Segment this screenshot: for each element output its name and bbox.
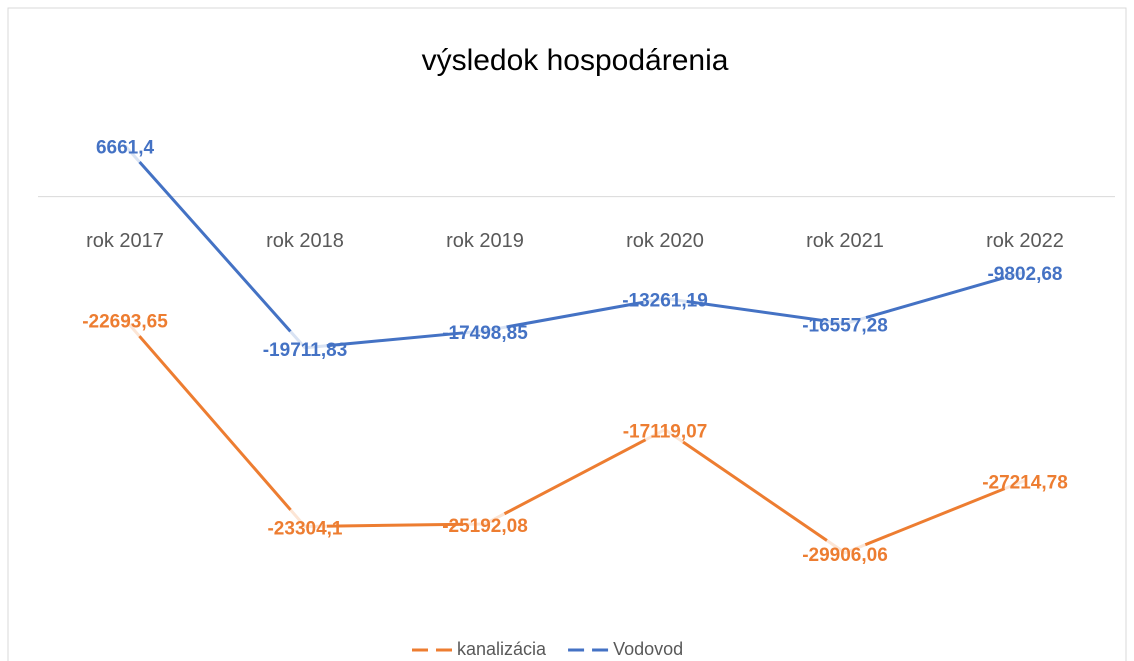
data-label: -27214,78 <box>982 472 1068 493</box>
data-label: -9802,68 <box>987 264 1062 285</box>
label-backdrop <box>463 501 507 546</box>
label-backdrop <box>103 123 147 168</box>
chart-frame <box>7 7 1127 661</box>
data-label: -29906,06 <box>802 545 888 566</box>
label-backdrop <box>463 308 507 353</box>
line-series <box>123 144 1026 350</box>
x-tick-label: rok 2019 <box>446 230 524 252</box>
chart-title: výsledok hospodárenia <box>422 44 729 77</box>
label-backdrop <box>1003 249 1047 294</box>
data-label: -17119,07 <box>623 422 708 443</box>
label-backdrop <box>643 276 687 321</box>
data-label: -13261,19 <box>622 290 708 311</box>
label-backdrop <box>283 504 327 549</box>
legend-label: Vodovod <box>613 639 683 659</box>
label-backdrop <box>643 407 687 452</box>
data-label: -17498,85 <box>442 323 528 344</box>
label-backdrop <box>823 530 867 575</box>
label-backdrop <box>823 301 867 346</box>
x-tick-label: rok 2020 <box>626 230 704 252</box>
line-series <box>123 318 1026 555</box>
label-backdrop <box>1003 458 1047 503</box>
label-backdrop <box>283 325 327 370</box>
data-label: -23304,1 <box>267 518 342 539</box>
data-label: 6661,4 <box>96 138 155 159</box>
data-label: -19711,83 <box>263 340 348 361</box>
legend-label: kanalizácia <box>457 639 547 659</box>
x-tick-label: rok 2022 <box>986 230 1064 252</box>
x-tick-label: rok 2021 <box>806 230 884 252</box>
label-backdrop <box>103 297 147 342</box>
data-label: -25192,08 <box>442 516 528 537</box>
x-tick-label: rok 2018 <box>266 230 344 252</box>
x-tick-label: rok 2017 <box>86 230 164 252</box>
data-label: -22693,65 <box>82 312 168 333</box>
data-label: -16557,28 <box>802 316 888 337</box>
